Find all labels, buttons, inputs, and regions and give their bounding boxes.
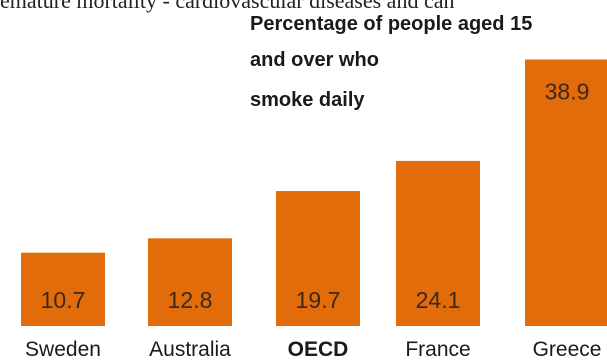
bar-australia [148,238,232,326]
bar-france [396,160,480,326]
cropped-body-text: emature mortality - cardiovascular disea… [0,0,455,13]
chart-title-line-1: Percentage of people aged 15 [250,13,533,35]
bar-greece [525,59,607,326]
category-label-greece: Greece [533,338,602,360]
value-label-oecd: 19.7 [296,287,341,313]
chart-title-line-3: smoke daily [250,89,365,111]
category-label-oecd: OECD [288,338,349,360]
chart-title-line-2: and over who [250,49,379,71]
category-label-france: France [405,338,470,360]
category-label-australia: Australia [149,338,231,360]
value-label-sweden: 10.7 [41,287,86,313]
value-label-australia: 12.8 [168,287,213,313]
value-label-greece: 38.9 [545,79,590,105]
bar-oecd [276,191,360,326]
bar-sweden [21,252,105,326]
value-label-france: 24.1 [416,287,461,313]
category-label-sweden: Sweden [25,338,101,360]
